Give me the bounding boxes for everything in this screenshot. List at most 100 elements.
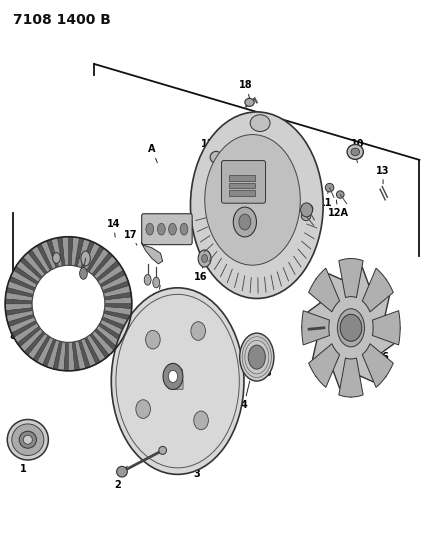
Ellipse shape <box>233 207 256 237</box>
Polygon shape <box>339 358 363 397</box>
Ellipse shape <box>337 309 365 347</box>
Polygon shape <box>89 248 109 274</box>
Polygon shape <box>5 304 32 311</box>
Polygon shape <box>17 326 41 347</box>
Polygon shape <box>20 257 42 279</box>
Polygon shape <box>53 341 62 370</box>
Text: A: A <box>148 144 158 163</box>
Polygon shape <box>98 264 123 285</box>
Polygon shape <box>103 281 129 293</box>
Polygon shape <box>309 268 340 312</box>
Polygon shape <box>100 270 125 287</box>
Polygon shape <box>68 342 75 371</box>
Text: 14: 14 <box>74 251 88 266</box>
Polygon shape <box>23 253 45 277</box>
Ellipse shape <box>301 211 311 221</box>
Ellipse shape <box>168 370 178 383</box>
Ellipse shape <box>347 144 363 159</box>
Polygon shape <box>5 299 32 304</box>
Polygon shape <box>141 243 163 264</box>
Text: 5: 5 <box>262 360 271 378</box>
Ellipse shape <box>23 435 33 444</box>
Ellipse shape <box>19 431 36 448</box>
Text: 8: 8 <box>9 322 24 341</box>
Polygon shape <box>24 332 45 355</box>
FancyBboxPatch shape <box>142 214 192 245</box>
Polygon shape <box>105 304 132 309</box>
Polygon shape <box>9 277 35 290</box>
Ellipse shape <box>303 204 313 214</box>
Polygon shape <box>92 253 113 276</box>
Polygon shape <box>12 321 37 337</box>
Ellipse shape <box>116 466 127 477</box>
Polygon shape <box>37 244 53 270</box>
Polygon shape <box>103 313 130 327</box>
Polygon shape <box>28 249 47 274</box>
Polygon shape <box>6 288 33 297</box>
Polygon shape <box>90 333 109 358</box>
Polygon shape <box>57 342 66 370</box>
Ellipse shape <box>239 214 251 230</box>
Ellipse shape <box>81 251 90 266</box>
Ellipse shape <box>158 223 165 235</box>
Circle shape <box>340 314 362 341</box>
Bar <box>229 175 256 181</box>
Text: 7108 1400 B: 7108 1400 B <box>13 13 111 27</box>
Ellipse shape <box>136 400 151 418</box>
Polygon shape <box>302 259 400 397</box>
Polygon shape <box>81 338 96 367</box>
Text: 11: 11 <box>318 189 332 207</box>
Ellipse shape <box>210 151 222 163</box>
Polygon shape <box>96 325 121 347</box>
Polygon shape <box>104 292 131 300</box>
Polygon shape <box>95 328 117 350</box>
Polygon shape <box>51 238 62 267</box>
Polygon shape <box>309 344 340 387</box>
Polygon shape <box>47 239 59 268</box>
Ellipse shape <box>12 424 44 456</box>
Text: 2: 2 <box>114 466 127 490</box>
Text: 6: 6 <box>377 338 389 362</box>
Ellipse shape <box>198 250 211 267</box>
Ellipse shape <box>194 411 208 430</box>
Polygon shape <box>104 306 132 316</box>
Polygon shape <box>86 246 104 272</box>
Ellipse shape <box>325 183 334 192</box>
Ellipse shape <box>144 274 151 285</box>
Polygon shape <box>104 285 131 297</box>
Text: 10: 10 <box>351 139 364 157</box>
Polygon shape <box>33 336 50 362</box>
FancyBboxPatch shape <box>175 379 183 390</box>
Polygon shape <box>362 344 393 387</box>
Polygon shape <box>6 311 33 322</box>
Polygon shape <box>6 308 33 316</box>
Ellipse shape <box>190 112 323 298</box>
Polygon shape <box>64 342 68 371</box>
Polygon shape <box>5 292 33 301</box>
Bar <box>229 183 256 189</box>
Ellipse shape <box>153 277 160 288</box>
Polygon shape <box>62 237 68 265</box>
Polygon shape <box>37 337 54 365</box>
Ellipse shape <box>146 330 160 349</box>
Polygon shape <box>72 342 80 370</box>
Text: 3: 3 <box>189 456 200 479</box>
Ellipse shape <box>32 265 105 342</box>
Polygon shape <box>362 268 393 312</box>
Ellipse shape <box>202 255 208 263</box>
Polygon shape <box>57 237 65 266</box>
Ellipse shape <box>300 203 312 217</box>
FancyBboxPatch shape <box>173 369 183 379</box>
Text: 14: 14 <box>107 219 120 237</box>
Polygon shape <box>14 323 39 343</box>
Ellipse shape <box>7 419 48 460</box>
Text: 16: 16 <box>194 264 208 282</box>
Polygon shape <box>31 246 51 273</box>
Polygon shape <box>302 311 330 345</box>
Polygon shape <box>68 237 73 265</box>
Ellipse shape <box>205 134 300 265</box>
Polygon shape <box>83 243 100 270</box>
Ellipse shape <box>191 322 205 341</box>
Text: 17: 17 <box>124 230 137 245</box>
Ellipse shape <box>351 148 360 156</box>
